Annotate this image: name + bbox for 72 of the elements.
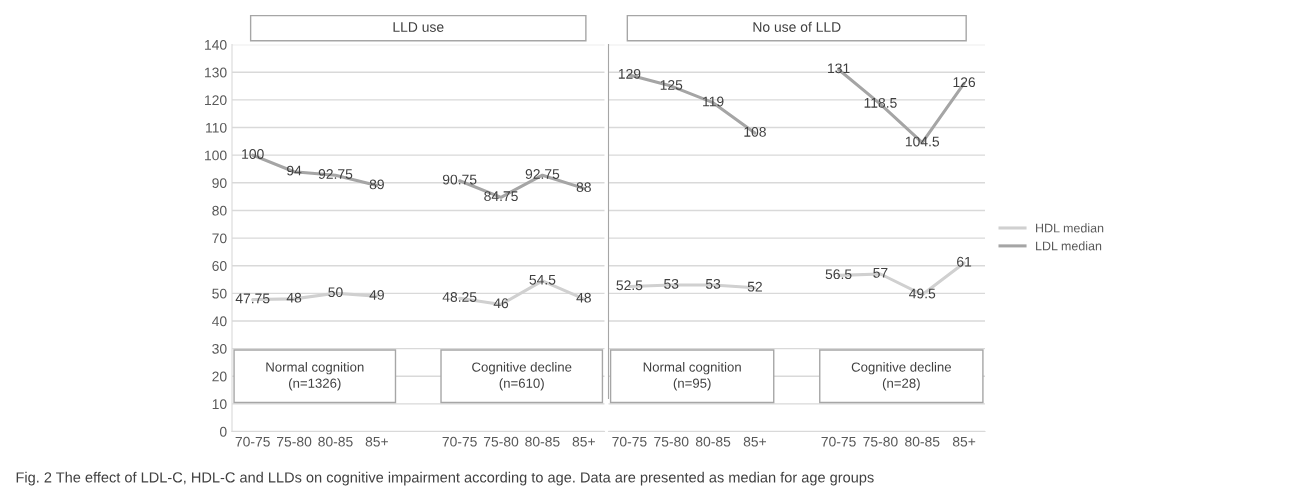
y-tick-label: 110 [206,122,227,133]
legend-label: HDL median [1036,223,1104,233]
data-label: 47.75 [235,293,270,304]
data-label: 61 [957,256,972,267]
y-tick-label: 30 [212,343,227,354]
legend-label: LDL median [1036,241,1102,251]
y-tick-label: 80 [212,205,227,216]
y-tick-label: 100 [205,150,227,161]
data-label: 57 [873,268,888,278]
data-label: 53 [664,278,679,289]
data-label: 119 [703,96,724,107]
data-label: 104.5 [905,136,940,147]
data-label: 126 [953,77,976,88]
data-label: 108 [744,126,766,137]
data-label: 46 [493,298,509,309]
data-label: 48 [286,292,302,303]
x-tick-label: 80-85 [318,436,353,447]
x-tick-label: 70-75 [442,436,477,447]
data-label: 54.5 [529,274,556,285]
x-tick-label: 85+ [365,436,388,447]
data-label: 53 [705,278,721,289]
data-label: 84.75 [484,191,518,202]
data-label: 131 [828,63,850,74]
data-label: 49 [369,290,384,300]
x-tick-label: 85+ [743,436,767,447]
x-tick-label: 70-75 [235,436,270,447]
x-tick-label: 75-80 [483,436,519,447]
data-label: 88 [576,182,591,193]
y-tick-label: 0 [219,426,227,437]
annotation: Cognitive decline (n=610) [472,362,572,391]
y-tick-label: 140 [205,39,227,50]
annotation: Cognitive decline (n=28) [851,362,951,391]
data-label: 52 [747,281,762,292]
caption: Fig. 2 The effect of LDL-C, HDL-C and LLDs on cognitive impairment according to age. Data are presented as median for age groups [16,471,874,486]
data-label: 92.75 [525,169,560,179]
annotation: Normal cognition (n=95) [643,362,741,391]
data-label: 56.5 [825,269,852,280]
x-tick-label: 70-75 [612,436,647,447]
data-label: 100 [242,149,264,159]
data-label: 50 [328,287,343,298]
y-tick-label: 20 [212,371,227,382]
y-tick-label: 40 [212,316,227,327]
x-tick-label: 80-85 [525,436,560,447]
y-tick-label: 90 [212,178,227,188]
y-tick-label: 50 [212,288,227,299]
x-tick-label: 85+ [572,436,595,447]
y-tick-label: 130 [205,67,227,78]
y-tick-label: 60 [212,261,227,271]
x-tick-label: 75-80 [654,436,689,447]
annotation: Normal cognition (n=1326) [266,362,364,391]
data-label: 48 [576,292,591,303]
x-tick-label: 85+ [952,436,976,447]
y-tick-label: 10 [212,399,227,410]
data-label: 92.75 [318,169,353,179]
x-tick-label: 75-80 [863,436,898,447]
x-tick-label: 80-85 [905,436,940,447]
y-tick-label: 120 [205,95,227,106]
x-tick-label: 70-75 [821,436,856,447]
data-label: 89 [369,179,384,190]
y-tick-label: 70 [212,233,227,244]
chart-title: No use of LLD [753,21,841,32]
data-label: 118.5 [864,97,897,108]
x-tick-label: 75-80 [277,436,312,447]
data-label: 125 [660,79,683,90]
data-label: 49.5 [909,288,936,299]
data-label: 52.5 [616,280,643,291]
x-tick-label: 80-85 [695,436,731,447]
chart-title: LLD use [393,22,444,32]
data-label: 94 [287,165,302,176]
data-label: 90.75 [442,174,477,185]
data-label: 48.25 [442,292,477,302]
data-label: 129 [618,68,641,79]
